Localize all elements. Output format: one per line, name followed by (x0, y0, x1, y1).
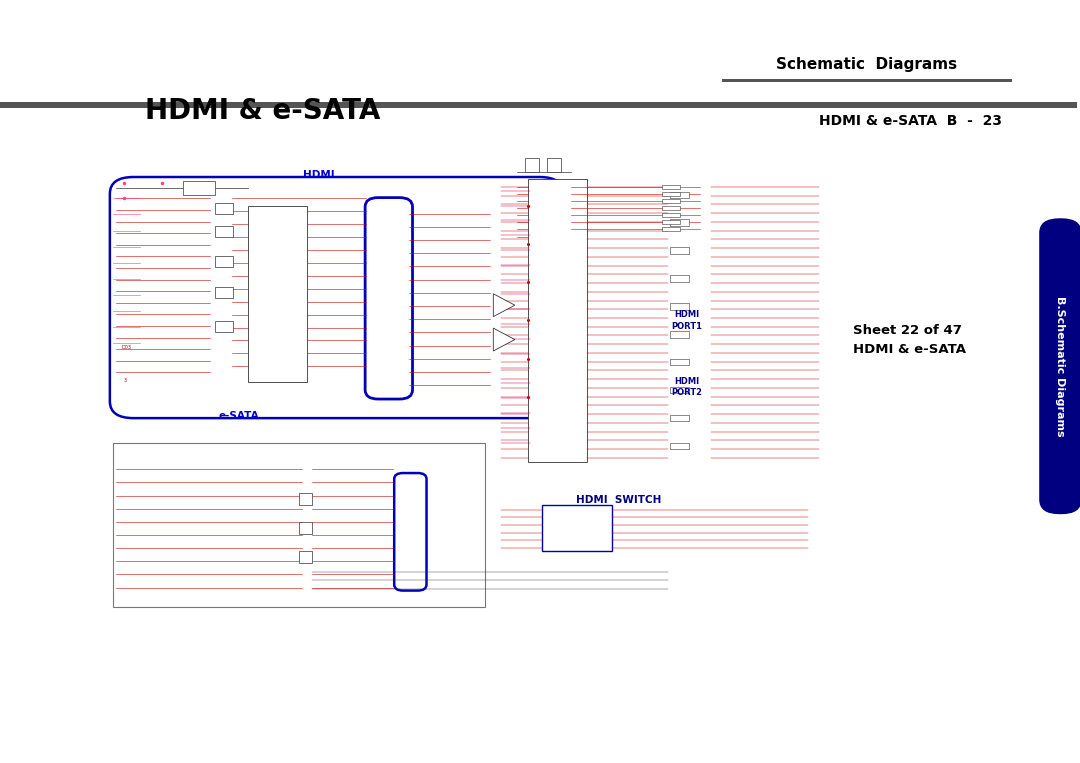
Text: B.Schematic Diagrams: B.Schematic Diagrams (1055, 296, 1065, 436)
Bar (215, 226, 232, 237)
Bar (215, 203, 232, 214)
Bar (299, 493, 312, 505)
Bar (670, 247, 689, 253)
Bar (0, 102, 1077, 108)
Bar (670, 304, 689, 310)
Bar (247, 206, 307, 382)
Bar (215, 287, 232, 298)
Text: D03: D03 (122, 346, 132, 350)
Bar (670, 331, 689, 337)
Text: HDMI
PORT2: HDMI PORT2 (672, 377, 703, 397)
Bar (299, 522, 312, 534)
Bar (670, 443, 689, 449)
Text: Schematic  Diagrams: Schematic Diagrams (777, 57, 958, 72)
Text: HDMI  SWITCH: HDMI SWITCH (576, 494, 661, 505)
Bar (662, 192, 679, 196)
Text: 3: 3 (124, 378, 127, 382)
Bar (662, 198, 679, 203)
Bar (525, 158, 539, 172)
Bar (548, 158, 562, 172)
FancyBboxPatch shape (1040, 219, 1080, 513)
Bar (528, 179, 588, 462)
Bar (662, 227, 679, 231)
Bar (670, 359, 689, 365)
Bar (670, 192, 689, 198)
FancyBboxPatch shape (394, 473, 427, 591)
Bar (670, 388, 689, 394)
Text: HDMI
PORT1: HDMI PORT1 (672, 311, 703, 330)
Bar (299, 551, 312, 563)
Bar (184, 181, 215, 195)
Bar (721, 79, 1012, 82)
Text: e-SATA: e-SATA (219, 410, 259, 421)
Bar (113, 443, 485, 607)
Bar (670, 220, 689, 226)
Text: HDMI & e-SATA  B  -  23: HDMI & e-SATA B - 23 (819, 114, 1001, 128)
Bar (670, 275, 689, 282)
Bar (670, 415, 689, 421)
Polygon shape (494, 328, 515, 351)
Bar (542, 505, 611, 551)
Bar (215, 321, 232, 332)
FancyBboxPatch shape (365, 198, 413, 399)
Text: Sheet 22 of 47
HDMI & e-SATA: Sheet 22 of 47 HDMI & e-SATA (853, 324, 966, 356)
Text: HDMI & e-SATA: HDMI & e-SATA (146, 97, 381, 124)
Text: HDMI: HDMI (303, 170, 335, 181)
Bar (662, 220, 679, 224)
Bar (662, 206, 679, 210)
Bar (215, 256, 232, 267)
FancyBboxPatch shape (110, 177, 564, 418)
Polygon shape (494, 294, 515, 317)
Bar (662, 185, 679, 189)
Bar (662, 213, 679, 217)
